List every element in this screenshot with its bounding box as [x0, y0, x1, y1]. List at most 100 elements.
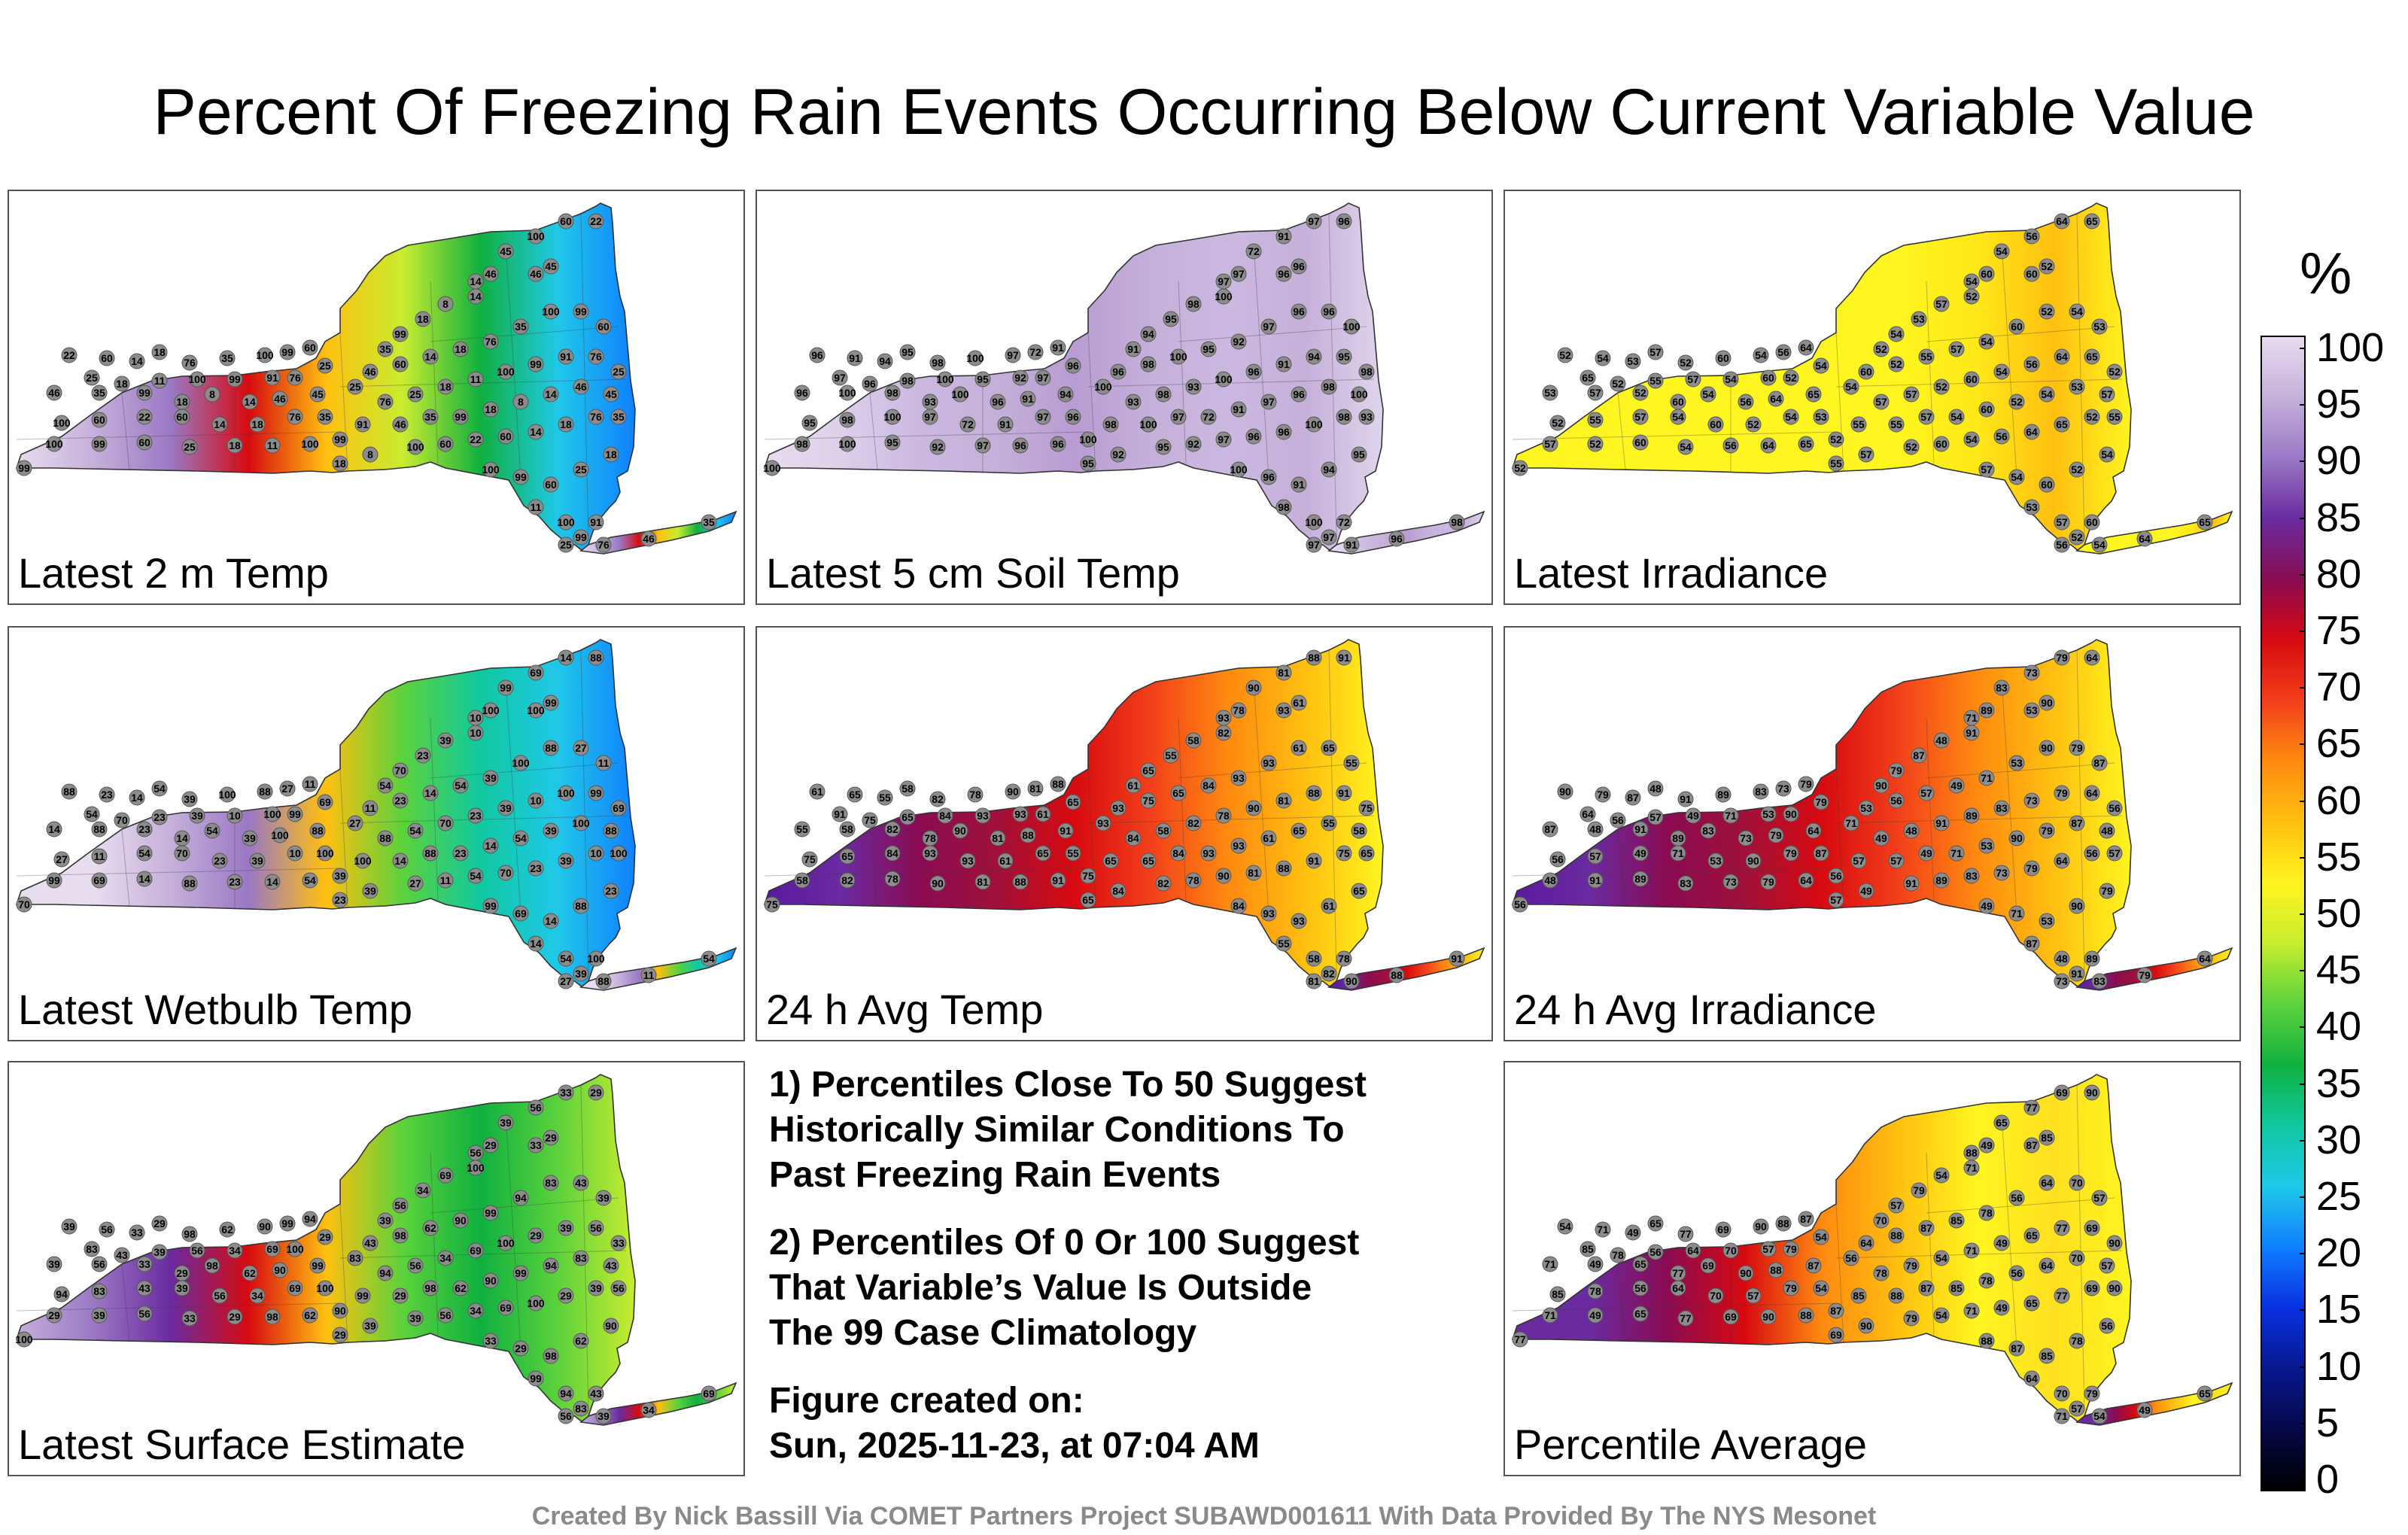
station-value: 56	[2026, 358, 2038, 370]
station-marker	[422, 348, 439, 365]
station-marker	[1035, 845, 1051, 862]
station-value: 82	[932, 793, 944, 805]
station-marker	[482, 898, 499, 914]
station-marker	[1843, 1250, 1859, 1266]
station-marker	[929, 439, 946, 455]
station-value: 100	[53, 417, 71, 429]
county-boundary	[869, 392, 878, 470]
station-value: 11	[154, 375, 166, 387]
colorbar-tick-label: 45	[2316, 947, 2362, 993]
station-marker	[1351, 822, 1367, 839]
station-value: 99	[281, 1217, 293, 1230]
station-value: 93	[1361, 411, 1373, 423]
station-value: 54	[455, 780, 467, 792]
station-marker	[2054, 416, 2070, 433]
station-value: 39	[597, 1192, 610, 1204]
station-marker	[219, 786, 236, 803]
station-marker	[1163, 747, 1179, 764]
station-marker	[610, 1280, 627, 1296]
station-marker	[1215, 710, 1232, 726]
station-marker	[1542, 1256, 1558, 1272]
station-marker	[1873, 777, 1890, 794]
station-value: 55	[1323, 817, 1335, 829]
station-marker	[332, 1302, 348, 1319]
station-marker	[136, 871, 153, 887]
station-marker	[302, 339, 318, 356]
station-marker	[257, 347, 273, 363]
station-value: 100	[218, 789, 236, 801]
station-marker	[2084, 785, 2100, 801]
county-boundary	[339, 768, 348, 908]
station-marker	[922, 845, 938, 862]
station-value: 57	[1853, 855, 1865, 867]
station-marker	[1306, 213, 1322, 229]
station-value: 27	[575, 742, 587, 754]
station-value: 88	[424, 847, 436, 859]
station-marker	[573, 461, 589, 478]
station-marker	[1903, 439, 1920, 455]
station-marker	[452, 341, 469, 357]
station-value: 45	[500, 245, 512, 257]
station-marker	[1080, 892, 1096, 908]
station-value: 98	[1323, 381, 1335, 393]
panel-percentile-average: 54 71 49 65 77 69 90 88 87 85 78 56 64 70 57 79 54 71 49 65…	[1503, 1061, 2241, 1476]
county-boundary	[1328, 649, 1337, 974]
station-marker	[332, 868, 348, 884]
station-marker	[2008, 394, 2025, 410]
station-marker	[2084, 1084, 2100, 1101]
station-marker	[1715, 350, 1732, 366]
station-value: 60	[1935, 438, 1947, 450]
station-marker	[362, 446, 379, 463]
station-value: 65	[1649, 1217, 1662, 1230]
station-value: 69	[289, 1282, 301, 1294]
county-boundary	[1328, 213, 1337, 538]
station-marker	[2106, 1280, 2123, 1296]
station-value: 90	[605, 1320, 617, 1332]
station-value: 34	[251, 1290, 263, 1302]
station-marker	[1587, 1283, 1604, 1299]
station-value: 52	[1589, 438, 1601, 450]
station-marker	[2023, 424, 2040, 440]
station-marker	[264, 437, 281, 454]
station-marker	[877, 353, 893, 369]
station-marker	[1805, 386, 1822, 403]
station-value: 54	[1950, 411, 1963, 423]
station-marker	[1738, 830, 1754, 847]
station-marker	[1549, 415, 1566, 431]
county-boundary	[2076, 213, 2085, 538]
station-value: 91	[834, 808, 846, 820]
station-marker	[1035, 369, 1051, 386]
station-marker	[1057, 386, 1074, 403]
station-marker	[2099, 386, 2115, 403]
station-marker	[91, 821, 108, 837]
colorbar-tick-mark	[2300, 970, 2306, 972]
station-marker	[1595, 786, 1611, 803]
station-value: 56	[93, 1258, 105, 1270]
station-marker	[1632, 409, 1649, 425]
station-marker	[61, 347, 78, 363]
station-value: 8	[367, 448, 373, 460]
station-marker	[1245, 428, 1262, 445]
station-value: 60	[2011, 321, 2023, 333]
station-value: 54	[2041, 388, 2053, 400]
station-value: 65	[1634, 1258, 1646, 1270]
station-value: 56	[560, 1410, 572, 1422]
station-marker	[558, 1220, 574, 1236]
station-value: 100	[286, 1243, 304, 1255]
station-value: 99	[530, 358, 542, 370]
station-marker	[437, 872, 454, 889]
station-value: 91	[1308, 855, 1320, 867]
station-value: 96	[1248, 366, 1260, 378]
station-value: 64	[1672, 1282, 1684, 1294]
station-marker	[1978, 333, 1995, 350]
station-marker	[832, 806, 848, 822]
station-marker	[302, 436, 318, 452]
station-value: 39	[251, 855, 263, 867]
station-marker	[1050, 872, 1066, 889]
county-boundary	[339, 332, 348, 472]
station-marker	[1978, 1137, 1995, 1154]
station-marker	[279, 780, 296, 797]
station-value: 95	[886, 436, 898, 448]
station-value: 79	[1597, 789, 1609, 801]
station-marker	[1677, 875, 1694, 892]
